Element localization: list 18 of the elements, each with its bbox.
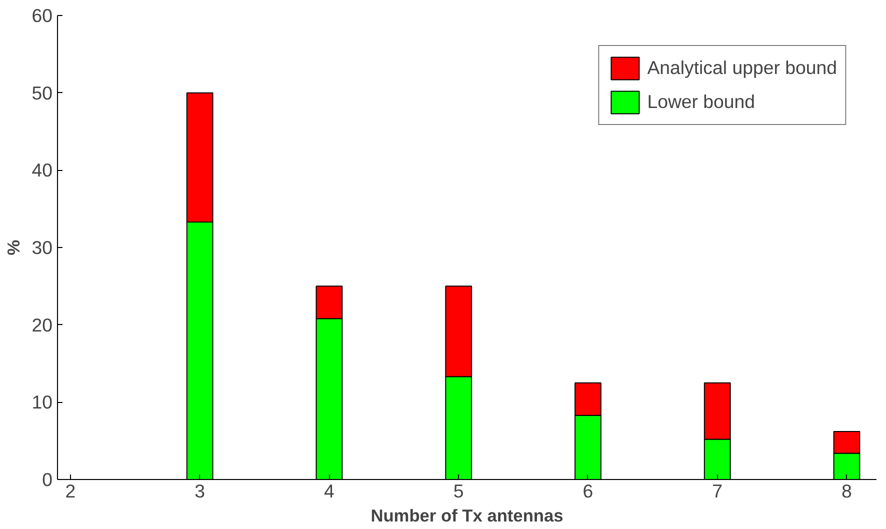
x-tick-label: 3 [194, 480, 206, 502]
x-tick-label: 5 [453, 480, 464, 502]
y-tick-label: 40 [32, 160, 53, 181]
y-axis-title: % [4, 240, 24, 256]
x-tick-label: 7 [712, 480, 723, 502]
y-tick-label: 60 [32, 5, 53, 26]
x-tick-label: 6 [582, 480, 594, 502]
y-tick-label: 50 [32, 82, 53, 104]
x-tick-label: 2 [65, 480, 76, 502]
legend-label: Lower bound [647, 91, 756, 113]
y-tick-label: 30 [32, 237, 53, 258]
x-tick-label: 4 [324, 480, 334, 502]
y-tick-label: 20 [32, 314, 53, 336]
x-tick-label: 8 [842, 480, 852, 502]
legend-label: Analytical upper bound [647, 57, 837, 79]
y-tick-label: 0 [42, 469, 53, 490]
x-axis-title: Number of Tx antennas [370, 506, 564, 526]
y-tick-label: 10 [32, 392, 53, 413]
